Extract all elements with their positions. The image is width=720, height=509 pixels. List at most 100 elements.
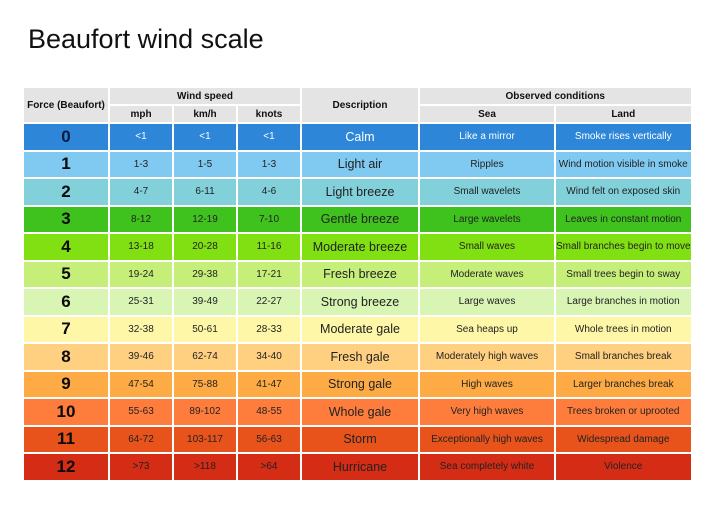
header-cell: Land <box>556 106 691 122</box>
table-cell: Violence <box>556 454 691 480</box>
table-cell: Exceptionally high waves <box>420 426 554 452</box>
table-cell: 1-3 <box>238 151 300 177</box>
table-cell: 39-46 <box>110 344 172 370</box>
table-cell: 39-49 <box>174 289 236 315</box>
table-cell: 1-5 <box>174 151 236 177</box>
table-cell: Whole trees in motion <box>556 316 691 342</box>
table-cell: Strong breeze <box>302 289 418 315</box>
header-cell: Force (Beaufort) <box>24 88 108 122</box>
table-cell: 75-88 <box>174 371 236 397</box>
table-cell: Gentle breeze <box>302 206 418 232</box>
table-cell: 12-19 <box>174 206 236 232</box>
header-cell: Sea <box>420 106 554 122</box>
table-cell: 89-102 <box>174 399 236 425</box>
table-cell: 34-40 <box>238 344 300 370</box>
beaufort-table: Force (Beaufort) Wind speed Description … <box>22 86 693 482</box>
table-cell: Moderate breeze <box>302 234 418 260</box>
table-cell: 9 <box>24 371 108 397</box>
table-cell: Smoke rises vertically <box>556 124 691 150</box>
table-row: 11 64-72 103-117 56-63 Storm Exceptionally hi… <box>24 426 691 452</box>
table-cell: Large wavelets <box>420 206 554 232</box>
table-cell: >73 <box>110 454 172 480</box>
header-cell: mph <box>110 106 172 122</box>
table-cell: Widespread damage <box>556 426 691 452</box>
table-cell: 6-11 <box>174 179 236 205</box>
table-cell: Light air <box>302 151 418 177</box>
table-cell: 5 <box>24 261 108 287</box>
table-cell: 41-47 <box>238 371 300 397</box>
table-row: 2 4-7 6-11 4-6 Light breeze Small wavelets Win… <box>24 179 691 205</box>
header-cell: Description <box>302 88 418 122</box>
table-row: 12 >73 >118 >64 Hurricane Sea completely whit… <box>24 454 691 480</box>
header-cell: Wind speed <box>110 88 300 104</box>
table-cell: 32-38 <box>110 316 172 342</box>
table-cell: 7-10 <box>238 206 300 232</box>
table-body: 0 <1 <1 <1 Calm Like a mirror Smoke rises vert… <box>24 124 691 480</box>
table-cell: 62-74 <box>174 344 236 370</box>
table-cell: Moderate gale <box>302 316 418 342</box>
table-cell: 47-54 <box>110 371 172 397</box>
table-cell: Small branches begin to move <box>556 234 691 260</box>
table-cell: >64 <box>238 454 300 480</box>
table-cell: Small wavelets <box>420 179 554 205</box>
table-cell: 55-63 <box>110 399 172 425</box>
table-cell: 1 <box>24 151 108 177</box>
table-cell: Wind felt on exposed skin <box>556 179 691 205</box>
table-cell: 7 <box>24 316 108 342</box>
table-cell: Leaves in constant motion <box>556 206 691 232</box>
table-cell: Large branches in motion <box>556 289 691 315</box>
table-row: 5 19-24 29-38 17-21 Fresh breeze Moderate wav… <box>24 261 691 287</box>
table-cell: 50-61 <box>174 316 236 342</box>
table-cell: <1 <box>110 124 172 150</box>
table-cell: 11-16 <box>238 234 300 260</box>
table-cell: 64-72 <box>110 426 172 452</box>
table-cell: 3 <box>24 206 108 232</box>
table-cell: Fresh gale <box>302 344 418 370</box>
table-cell: Large waves <box>420 289 554 315</box>
table-cell: >118 <box>174 454 236 480</box>
table-cell: Sea heaps up <box>420 316 554 342</box>
table-cell: 8-12 <box>110 206 172 232</box>
table-cell: Moderately high waves <box>420 344 554 370</box>
table-cell: Very high waves <box>420 399 554 425</box>
table-cell: Larger branches break <box>556 371 691 397</box>
table-cell: Strong gale <box>302 371 418 397</box>
table-cell: 8 <box>24 344 108 370</box>
table-cell: Moderate waves <box>420 261 554 287</box>
table-cell: Fresh breeze <box>302 261 418 287</box>
table-cell: Storm <box>302 426 418 452</box>
table-row: 10 55-63 89-102 48-55 Whole gale Very high wa… <box>24 399 691 425</box>
table-cell: 12 <box>24 454 108 480</box>
table-cell: Small trees begin to sway <box>556 261 691 287</box>
table-row: 7 32-38 50-61 28-33 Moderate gale Sea heaps u… <box>24 316 691 342</box>
header-cell: km/h <box>174 106 236 122</box>
table-row: 1 1-3 1-5 1-3 Light air Ripples Wind motion vi… <box>24 151 691 177</box>
table-row: 9 47-54 75-88 41-47 Strong gale High waves Lar… <box>24 371 691 397</box>
table-cell: 2 <box>24 179 108 205</box>
table-row: 0 <1 <1 <1 Calm Like a mirror Smoke rises vert… <box>24 124 691 150</box>
table-cell: 103-117 <box>174 426 236 452</box>
table-cell: 6 <box>24 289 108 315</box>
table-cell: 17-21 <box>238 261 300 287</box>
table-cell: 56-63 <box>238 426 300 452</box>
table-cell: Like a mirror <box>420 124 554 150</box>
table-row: 4 13-18 20-28 11-16 Moderate breeze Small wav… <box>24 234 691 260</box>
table-row: 8 39-46 62-74 34-40 Fresh gale Moderately hig… <box>24 344 691 370</box>
table-cell: Sea completely white <box>420 454 554 480</box>
table-cell: 25-31 <box>110 289 172 315</box>
table-cell: 0 <box>24 124 108 150</box>
table-cell: <1 <box>238 124 300 150</box>
header-cell: Observed conditions <box>420 88 691 104</box>
table-cell: 4-7 <box>110 179 172 205</box>
table-cell: 20-28 <box>174 234 236 260</box>
table-cell: 28-33 <box>238 316 300 342</box>
page-title: Beaufort wind scale <box>28 24 264 54</box>
table-cell: 4 <box>24 234 108 260</box>
table-cell: 19-24 <box>110 261 172 287</box>
table-cell: 1-3 <box>110 151 172 177</box>
table-cell: Hurricane <box>302 454 418 480</box>
table-row: 3 8-12 12-19 7-10 Gentle breeze Large wavelet… <box>24 206 691 232</box>
table-cell: Ripples <box>420 151 554 177</box>
table-cell: 48-55 <box>238 399 300 425</box>
